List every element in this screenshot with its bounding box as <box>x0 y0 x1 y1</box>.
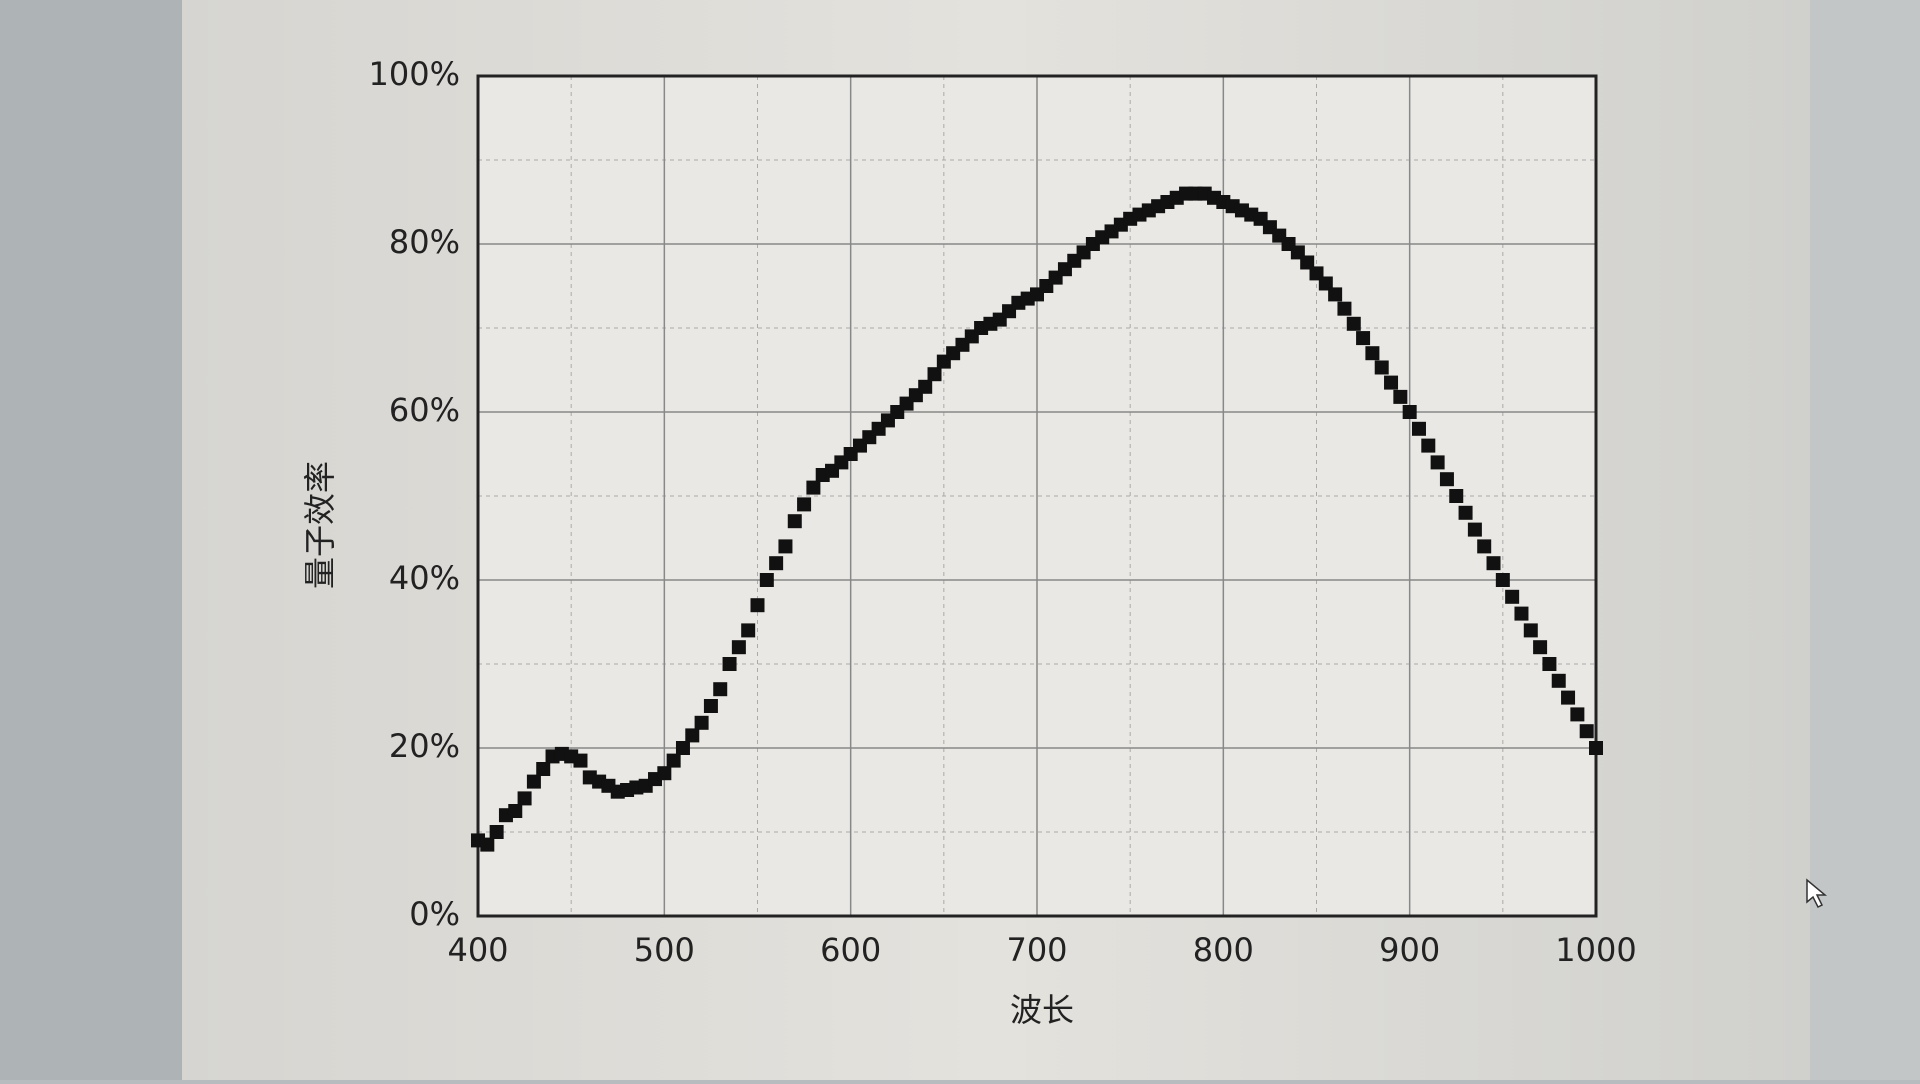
marker <box>703 699 718 713</box>
marker <box>1402 405 1417 419</box>
y-tick-label: 20% <box>389 727 460 765</box>
marker <box>1570 707 1585 722</box>
marker <box>1337 301 1352 316</box>
marker <box>694 715 709 730</box>
marker <box>1477 539 1492 554</box>
marker <box>1589 741 1603 755</box>
marker <box>1551 673 1566 688</box>
marker <box>480 837 495 852</box>
marker <box>685 728 700 743</box>
x-tick-label: 400 <box>447 931 508 969</box>
marker <box>675 741 690 755</box>
marker <box>722 657 737 671</box>
marker <box>657 766 672 781</box>
marker <box>1439 472 1454 487</box>
marker <box>573 753 588 768</box>
bezel-right <box>1810 0 1920 1080</box>
marker <box>731 640 746 655</box>
marker <box>797 497 812 512</box>
marker <box>806 480 821 495</box>
x-tick-label: 800 <box>1193 931 1254 969</box>
marker <box>489 825 504 839</box>
y-tick-label: 40% <box>389 559 460 597</box>
x-axis-label: 波长 <box>1010 991 1074 1029</box>
marker <box>1430 455 1445 470</box>
marker <box>713 682 728 697</box>
marker <box>1514 606 1529 621</box>
x-tick-label: 1000 <box>1555 931 1636 969</box>
marker <box>787 514 802 529</box>
marker <box>526 774 541 789</box>
marker <box>1486 556 1501 571</box>
marker <box>1411 421 1426 436</box>
marker <box>508 804 523 818</box>
marker <box>1542 657 1557 671</box>
plot-frame <box>476 74 1598 918</box>
y-tick-label: 80% <box>389 223 460 261</box>
marker <box>927 367 942 382</box>
marker <box>1318 276 1333 291</box>
marker <box>1523 623 1538 638</box>
marker <box>759 573 774 587</box>
y-tick-label: 60% <box>389 391 460 429</box>
cursor <box>1806 878 1828 909</box>
y-tick-label: 0% <box>409 895 460 933</box>
marker <box>769 556 784 571</box>
marker <box>1384 375 1399 390</box>
marker <box>1495 573 1510 587</box>
marker <box>1374 360 1389 375</box>
marker <box>1346 316 1361 331</box>
marker <box>1328 287 1343 302</box>
y-tick-label: 100% <box>369 55 460 93</box>
marker <box>1393 389 1408 404</box>
marker <box>517 791 532 806</box>
marker <box>918 379 933 394</box>
marker <box>1579 724 1594 739</box>
x-tick-label: 500 <box>634 931 695 969</box>
marker <box>1561 690 1576 705</box>
marker <box>1449 489 1464 503</box>
marker <box>1421 438 1436 453</box>
bezel-left <box>0 0 185 1080</box>
marker <box>666 753 681 768</box>
marker <box>1365 346 1380 361</box>
marker <box>536 762 551 776</box>
marker <box>1505 589 1520 604</box>
plot: 400 500 600 700 800 900 1000 0% 20% 40% 60% 80% 100% <box>369 55 1637 969</box>
marker <box>778 539 793 554</box>
y-axis-label: 量子效率 <box>301 461 339 589</box>
marker <box>1533 640 1548 655</box>
marker <box>750 598 765 613</box>
x-tick-label: 600 <box>820 931 881 969</box>
x-tick-label: 900 <box>1379 931 1440 969</box>
marker <box>1458 505 1473 520</box>
marker <box>1356 331 1371 346</box>
marker <box>1467 522 1482 537</box>
marker <box>1300 255 1315 270</box>
marker <box>741 623 756 638</box>
x-tick-label: 700 <box>1006 931 1067 969</box>
